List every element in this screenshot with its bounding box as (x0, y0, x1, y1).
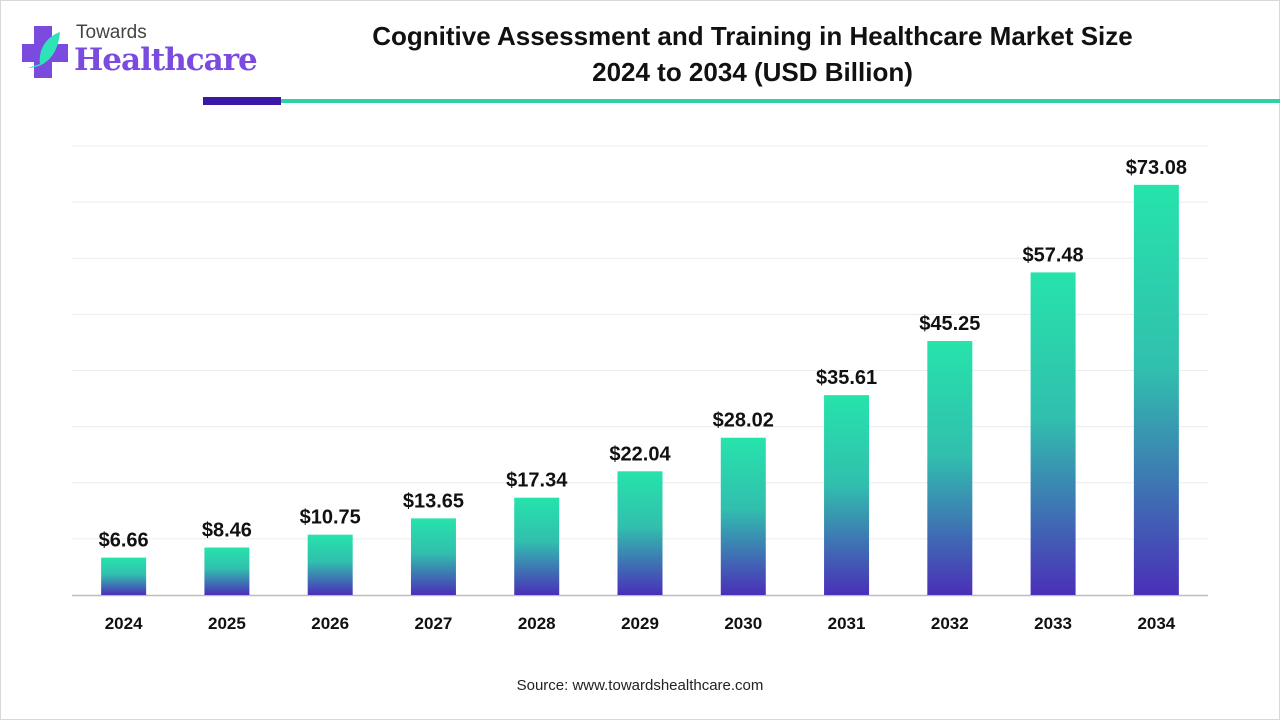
bar-2033 (1030, 272, 1076, 595)
bar-2024 (101, 557, 147, 595)
bar-2029 (617, 471, 663, 595)
source-note: Source: www.towardshealthcare.com (516, 677, 764, 694)
data-label: $6.66 (99, 530, 149, 552)
data-label: $35.61 (816, 367, 877, 389)
x-tick-label: 2034 (1137, 614, 1175, 633)
bar-2034 (1133, 184, 1179, 595)
data-label: $28.02 (713, 410, 774, 432)
x-tick-label: 2029 (621, 614, 659, 633)
title-line-1: Cognitive Assessment and Training in Hea… (372, 21, 1133, 51)
bar-2025 (204, 547, 250, 595)
data-label: $8.46 (202, 520, 252, 542)
x-tick-label: 2031 (828, 614, 866, 633)
logo: Towards Healthcare (20, 22, 258, 82)
bar-2027 (410, 518, 456, 595)
title-line-2: 2024 to 2034 (USD Billion) (592, 57, 913, 87)
logo-text-healthcare: Healthcare (74, 42, 258, 78)
x-tick-label: 2025 (208, 614, 246, 633)
data-label: $73.08 (1126, 157, 1187, 179)
data-label: $13.65 (403, 490, 464, 512)
data-label: $17.34 (506, 470, 568, 492)
x-tick-label: 2026 (311, 614, 349, 633)
x-tick-label: 2028 (518, 614, 556, 633)
medical-cross-leaf-icon (22, 26, 68, 78)
x-tick-label: 2032 (931, 614, 969, 633)
bar-2032 (927, 341, 973, 595)
bar-2028 (514, 497, 560, 595)
accent-bar-green (281, 99, 1280, 103)
data-label: $10.75 (300, 507, 361, 529)
data-label: $45.25 (919, 313, 980, 335)
data-label: $57.48 (1023, 244, 1084, 266)
bar-2031 (824, 395, 870, 595)
x-tick-label: 2027 (415, 614, 453, 633)
bar-2030 (720, 437, 766, 595)
x-tick-label: 2033 (1034, 614, 1072, 633)
x-tick-label: 2024 (105, 614, 143, 633)
bar-2026 (307, 534, 353, 595)
logo-text-towards: Towards (76, 22, 147, 43)
x-tick-label: 2030 (724, 614, 762, 633)
accent-bar-dark (203, 97, 281, 105)
chart-title: Cognitive Assessment and Training in Hea… (290, 18, 1215, 90)
data-label: $22.04 (609, 443, 671, 465)
